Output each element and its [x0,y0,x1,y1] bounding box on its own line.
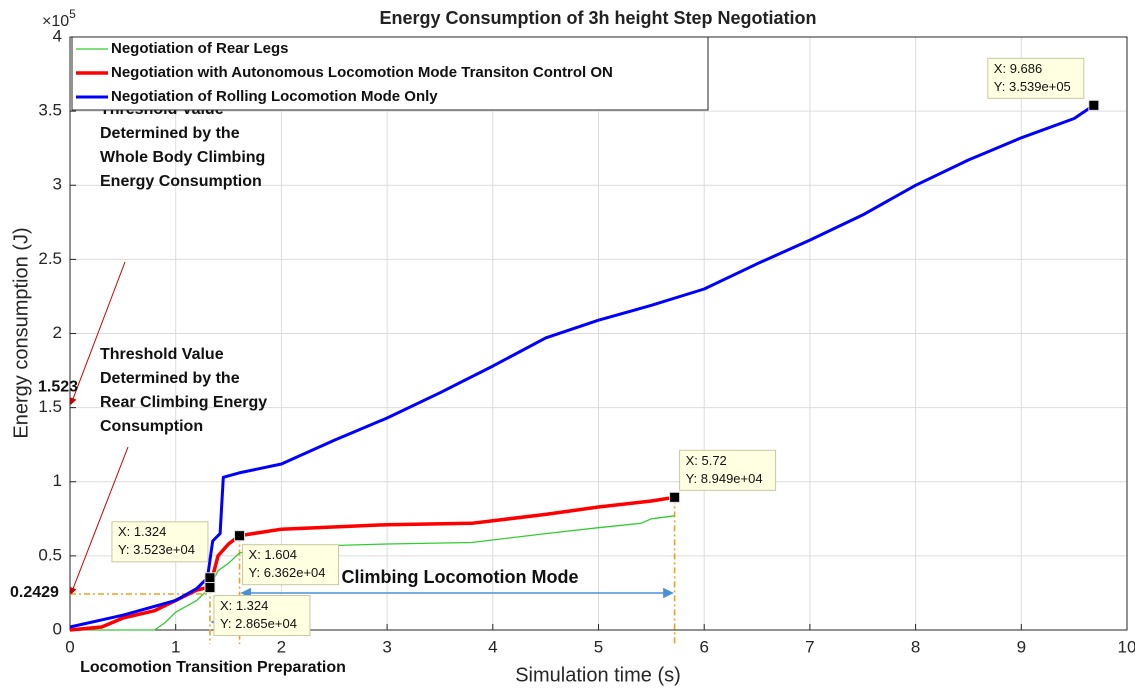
datatip-label: Y: 2.865e+04 [220,616,297,631]
datatip-label: X: 1.604 [249,547,297,562]
x-tick-label: 7 [805,637,814,656]
threshold-text: Threshold Value [100,346,224,363]
phase-label: Locomotion Transition Preparation [80,659,346,676]
chart-title: Energy Consumption of 3h height Step Neg… [380,8,817,28]
threshold-value: 0.2429 [10,584,59,601]
datatip-label: Y: 6.362e+04 [249,565,326,580]
y-tick-label: 3.5 [38,101,62,120]
y-exponent: ×105 [42,7,76,30]
x-tick-label: 9 [1017,637,1026,656]
x-tick-label: 6 [699,637,708,656]
threshold-text: Whole Body Climbing [100,149,265,166]
threshold-arrow [70,446,129,595]
y-tick-label: 1 [53,471,62,490]
threshold-text: Determined by the [100,370,240,387]
y-tick-label: 2.5 [38,249,62,268]
legend-label: Negotiation of Rear Legs [111,40,289,57]
datatip-label: X: 1.324 [220,598,268,613]
y-exponent-base: ×10 [42,13,69,30]
legend-box [71,36,709,111]
datatip-point [204,572,216,584]
x-tick-label: 4 [488,637,497,656]
datatip-point [1088,99,1100,111]
x-tick-label: 2 [277,637,286,656]
x-tick-label: 5 [594,637,603,656]
x-tick-label: 8 [911,637,920,656]
x-tick-label: 3 [382,637,391,656]
series-line [69,495,675,632]
datatip-box [242,544,340,586]
datatip-point [234,530,246,542]
datatip-label: Y: 3.523e+04 [118,542,195,557]
y-tick-label: 3 [53,175,62,194]
y-tick-label: 0 [53,619,62,638]
datatip-point [669,491,681,503]
y-tick-label: 0.5 [38,545,62,564]
y-tick-label: 2 [53,323,62,342]
legend-label: Negotiation with Autonomous Locomotion M… [111,64,613,81]
threshold-text: Consumption [100,418,203,435]
x-tick-label: 10 [1118,637,1135,656]
datatip-point [204,582,216,594]
threshold-arrow [69,261,126,405]
datatip-label: X: 9.686 [994,61,1042,76]
threshold-text: Rear Climbing Energy [100,394,267,411]
datatip-label: Y: 3.539e+05 [994,79,1071,94]
threshold-value: 1.523 [38,378,78,395]
datatip-box [679,449,777,491]
legend-label: Negotiation of Rolling Locomotion Mode O… [111,88,438,105]
threshold-text: Energy Consumption [100,173,262,190]
series-line [70,515,675,631]
series-line [69,104,1095,629]
y-tick-label: 4 [53,26,62,45]
datatip-box [111,521,209,563]
y-tick-label: 1.5 [38,397,62,416]
threshold-text: Determined by the [100,125,240,142]
phase-label: Climbing Locomotion Mode [342,567,579,587]
y-axis-label: Energy consumption (J) [10,227,32,438]
x-axis-label: Simulation time (s) [515,664,681,686]
legend: Negotiation of Rear Legs Negotiation with… [71,36,709,111]
datatip-label: X: 1.324 [118,524,166,539]
y-exponent-power: 5 [69,7,76,21]
datatip-box [213,595,311,637]
datatip-label: X: 5.72 [686,453,727,468]
datatip-box [987,57,1085,99]
x-tick-label: 0 [65,637,74,656]
x-tick-label: 1 [171,637,180,656]
datatip-label: Y: 8.949e+04 [686,471,763,486]
